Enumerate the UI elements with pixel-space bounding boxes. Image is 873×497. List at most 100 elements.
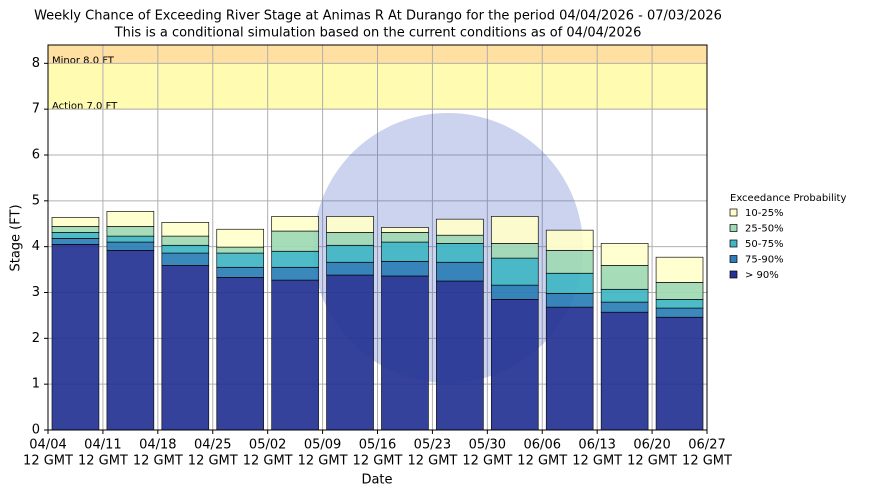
x-tick-label: 04/25 xyxy=(194,438,231,453)
legend-swatch xyxy=(729,224,738,232)
bar-segment xyxy=(655,256,704,283)
bar-segment xyxy=(436,218,484,236)
bar-segment xyxy=(161,222,210,237)
x-tick-label: 06/06 xyxy=(524,438,561,453)
bar-segment xyxy=(161,244,210,254)
bar-segment xyxy=(106,226,155,237)
bar-segment xyxy=(216,277,265,431)
bar-segment xyxy=(51,244,100,431)
bar-segment xyxy=(161,235,210,246)
bar-segment xyxy=(106,249,155,431)
x-tick-sublabel: 12 GMT xyxy=(517,454,567,469)
bar-segment xyxy=(655,282,704,300)
bar-segment xyxy=(436,261,484,282)
bar-segment xyxy=(271,250,319,268)
bar-segment xyxy=(545,272,594,294)
legend-title: Exceedance Probability xyxy=(730,193,846,204)
bar-segment xyxy=(326,216,374,233)
bar-segment xyxy=(216,252,265,268)
x-tick-label: 04/18 xyxy=(139,438,176,453)
x-tick-sublabel: 12 GMT xyxy=(627,454,677,469)
chart-subtitle: This is a conditional simulation based o… xyxy=(114,26,642,41)
bar-segment xyxy=(600,311,649,431)
bar-segment xyxy=(545,293,594,308)
bar-segment xyxy=(545,306,594,431)
plot-frame xyxy=(47,44,708,431)
bar-segment xyxy=(436,234,484,244)
legend-label: > 90% xyxy=(745,270,779,281)
x-tick-sublabel: 12 GMT xyxy=(188,454,238,469)
x-tick-sublabel: 12 GMT xyxy=(462,454,512,469)
bar-segment xyxy=(490,257,539,286)
x-tick-sublabel: 12 GMT xyxy=(133,454,183,469)
bar-segment xyxy=(545,249,594,274)
bar-segment xyxy=(216,266,265,278)
x-tick-sublabel: 12 GMT xyxy=(572,454,622,469)
bar-segment xyxy=(326,244,374,263)
bar-segment xyxy=(271,266,319,281)
x-tick-label: 05/16 xyxy=(359,438,396,453)
bar-segment xyxy=(490,216,539,244)
legend-swatch xyxy=(729,270,738,279)
bar-segment xyxy=(600,288,649,303)
x-tick-label: 04/11 xyxy=(84,438,121,453)
y-tick-label: 2 xyxy=(32,331,40,346)
x-tick-label: 06/13 xyxy=(578,438,615,453)
threshold-label: Action 7.0 FT xyxy=(52,101,118,112)
threshold-label: Minor 8.0 FT xyxy=(52,55,115,66)
legend-label: 10-25% xyxy=(745,208,784,219)
x-axis-label: Date xyxy=(361,473,392,488)
bar-segment xyxy=(381,275,429,431)
y-tick-label: 7 xyxy=(32,102,40,117)
y-tick-label: 8 xyxy=(32,56,40,71)
x-tick-label: 04/04 xyxy=(29,438,66,453)
x-tick-label: 05/02 xyxy=(249,438,286,453)
x-tick-sublabel: 12 GMT xyxy=(298,454,348,469)
bar-segment xyxy=(490,243,539,259)
bar-segment xyxy=(271,279,319,431)
chart-title: Weekly Chance of Exceeding River Stage a… xyxy=(34,9,722,24)
legend-label: 25-50% xyxy=(745,224,784,235)
bar-segment xyxy=(106,211,155,227)
bar-segment xyxy=(381,232,429,243)
bar-segment xyxy=(381,227,429,233)
bar-segment xyxy=(436,280,484,431)
bar-segment xyxy=(106,241,155,251)
bar-segment xyxy=(490,299,539,431)
bar-segment xyxy=(655,316,704,431)
y-tick-label: 4 xyxy=(32,239,40,254)
x-tick-sublabel: 12 GMT xyxy=(78,454,128,469)
bar-segment xyxy=(216,228,265,248)
x-tick-label: 05/23 xyxy=(414,438,451,453)
bar-segment xyxy=(381,260,429,277)
bar-segment xyxy=(381,241,429,262)
x-tick-sublabel: 12 GMT xyxy=(243,454,293,469)
bar-segment xyxy=(600,243,649,266)
x-tick-label: 05/09 xyxy=(304,438,341,453)
bar-segment xyxy=(436,243,484,263)
bar-segment xyxy=(326,261,374,276)
y-axis-label: Stage (FT) xyxy=(9,204,24,271)
bar-segment xyxy=(655,299,704,309)
y-tick-label: 6 xyxy=(32,148,40,163)
bar-segment xyxy=(600,265,649,290)
x-tick-sublabel: 12 GMT xyxy=(23,454,73,469)
bar-segment xyxy=(51,226,100,233)
legend-swatch xyxy=(729,239,738,248)
legend-label: 50-75% xyxy=(745,239,784,250)
legend-swatch xyxy=(729,255,738,263)
x-tick-sublabel: 12 GMT xyxy=(682,454,732,469)
y-tick-label: 3 xyxy=(32,285,40,300)
bar-segment xyxy=(545,229,594,251)
bar-segment xyxy=(271,230,319,252)
legend-swatch xyxy=(729,208,738,217)
legend-label: 75-90% xyxy=(745,255,784,266)
y-tick-label: 1 xyxy=(32,377,40,392)
bar-segment xyxy=(51,232,100,239)
bar-segment xyxy=(161,265,210,431)
x-tick-label: 06/20 xyxy=(633,438,670,453)
bar-segment xyxy=(490,284,539,300)
x-tick-sublabel: 12 GMT xyxy=(353,454,403,469)
bar-segment xyxy=(106,235,155,243)
